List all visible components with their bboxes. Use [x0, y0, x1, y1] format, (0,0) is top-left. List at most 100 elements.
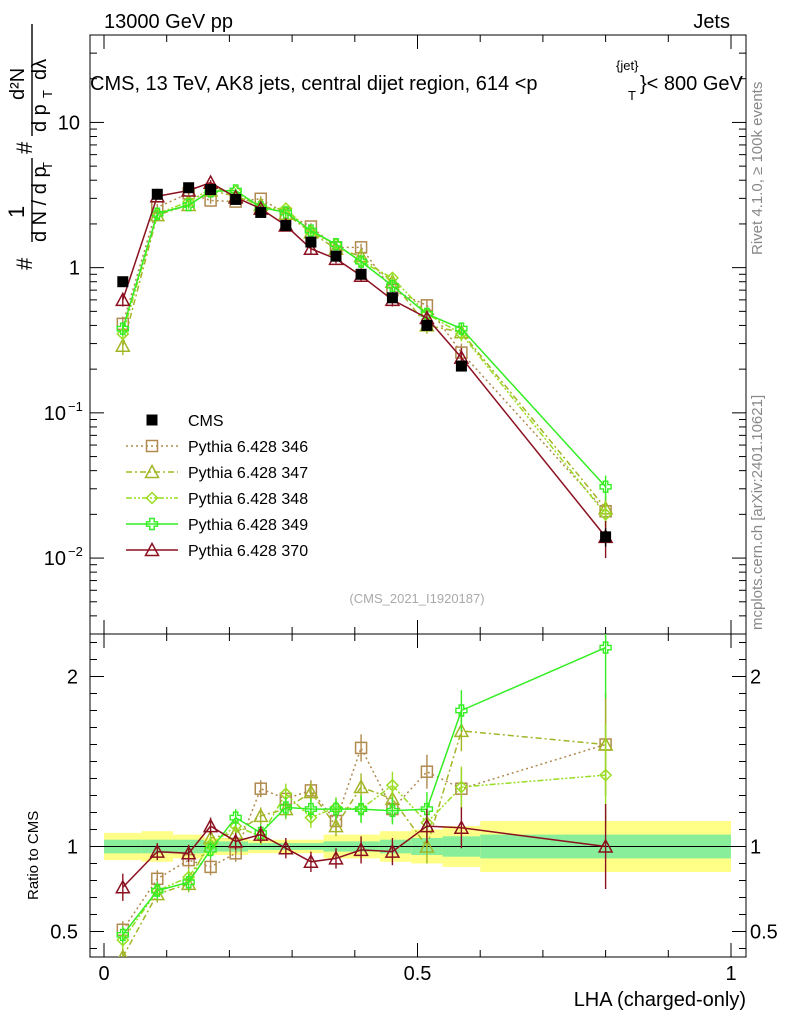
ylabel-bottom: Ratio to CMS — [25, 811, 42, 900]
side-label-rivet: Rivet 4.1.0, ≥ 100k events — [749, 82, 766, 255]
legend-item-p348: Pythia 6.428 348 — [126, 491, 308, 508]
ratio-y-tick-label-right: 0.5 — [750, 922, 778, 944]
header-right: Jets — [693, 11, 730, 33]
ratio-point-p348 — [385, 778, 399, 792]
data-point-cms — [305, 236, 317, 248]
data-point-p349 — [279, 206, 293, 219]
y-tick-label-exp: −1 — [68, 399, 83, 414]
legend-label: Pythia 6.428 346 — [188, 439, 308, 456]
data-point-cms — [455, 360, 467, 372]
legend-marker-p347 — [144, 463, 160, 479]
legend-marker-p346 — [145, 439, 159, 453]
ratio-point-p370 — [227, 833, 244, 848]
ratio-line-p348 — [122, 774, 606, 941]
ratio-point-p370 — [278, 840, 294, 855]
data-point-p349 — [304, 224, 318, 237]
legend-item-p346: Pythia 6.428 346 — [126, 439, 308, 456]
ratio-y-tick-label-right: 1 — [750, 837, 761, 859]
ratio-y-tick-label: 0.5 — [50, 922, 78, 944]
ratio-point-p349 — [304, 802, 318, 816]
y-tick-label: 10 — [58, 112, 80, 134]
ratio-point-p370 — [115, 879, 131, 894]
legend-label: Pythia 6.428 347 — [188, 465, 308, 482]
ylabel-dN-sub: T — [40, 162, 55, 170]
legend-marker-p349 — [145, 517, 159, 531]
ratio-point-p349 — [182, 876, 195, 889]
data-point-p349 — [599, 480, 612, 493]
ratio-point-p348 — [116, 933, 130, 947]
ratio-point-p347 — [252, 807, 269, 823]
xlabel: LHA (charged-only) — [574, 989, 746, 1011]
legend-item-cms: CMS — [146, 413, 224, 430]
ratio-point-p348 — [304, 811, 318, 825]
x-tick-label: 0.5 — [404, 963, 432, 985]
data-point-p349 — [455, 322, 468, 335]
ratio-point-p348 — [454, 780, 468, 794]
data-point-cms — [421, 319, 433, 331]
ratio-line-p349 — [122, 646, 606, 936]
ratio-point-p348 — [229, 819, 243, 833]
ratio-series-p346 — [116, 693, 612, 939]
ratio-y-tick-label: 1 — [67, 837, 78, 859]
legend-marker-p370 — [144, 541, 160, 557]
ylabel-top: # 1 d N / d p T # d²N d p T dλ — [4, 24, 55, 270]
ratio-point-p349 — [204, 843, 217, 857]
ratio-point-p349 — [420, 802, 434, 816]
ylabel-one: 1 — [4, 206, 29, 218]
data-point-p349 — [386, 279, 399, 292]
data-point-cms — [280, 220, 292, 232]
y-tick-label: 10 — [44, 403, 66, 425]
ratio-series-p370 — [115, 804, 614, 901]
ratio-point-p370 — [202, 818, 219, 833]
data-point-cms — [355, 268, 367, 280]
ratio-panel: 0.5 0.5 1 1 2 2 0 0.5 1 — [50, 633, 778, 985]
data-point-p349 — [182, 198, 195, 212]
ylabel-dN: d N / d p — [29, 166, 51, 242]
ratio-point-p349 — [599, 641, 612, 654]
ratio-point-p348 — [599, 768, 613, 782]
ratio-point-p347 — [419, 838, 435, 853]
ratio-point-p347 — [118, 948, 128, 957]
data-point-cms — [117, 276, 129, 288]
ratio-y-tick-label: 2 — [67, 667, 78, 689]
ratio-point-p370 — [419, 818, 435, 833]
data-point-cms — [386, 292, 398, 304]
ratio-point-p346 — [420, 765, 434, 778]
ratio-point-p349 — [386, 804, 399, 817]
legend-item-p347: Pythia 6.428 347 — [126, 463, 308, 482]
ylabel-dpt: d p — [29, 104, 51, 132]
ratio-point-p349 — [116, 928, 130, 942]
ratio-point-p349 — [455, 704, 468, 717]
ratio-series-p349 — [116, 634, 612, 944]
legend-label: Pythia 6.428 348 — [188, 491, 308, 508]
ratio-y-tick-label-right: 2 — [750, 667, 761, 689]
ratio-point-p370 — [597, 838, 614, 853]
ratio-point-p370 — [453, 819, 470, 835]
plot-title-main: CMS, 13 TeV, AK8 jets, central dijet reg… — [90, 73, 538, 95]
legend-marker-cms — [146, 414, 158, 426]
header-left: 13000 GeV pp — [104, 11, 233, 33]
legend-marker-p348 — [145, 491, 159, 505]
x-tick-label: 0 — [98, 963, 109, 985]
x-tick-label: 1 — [725, 963, 736, 985]
data-point-p347 — [149, 207, 166, 222]
ylabel-hash1: # — [12, 257, 37, 270]
data-point-p348 — [599, 507, 613, 521]
data-point-p349 — [354, 255, 368, 268]
ratio-point-p370 — [384, 843, 401, 858]
data-point-cms — [230, 193, 242, 205]
ratio-point-p347 — [303, 784, 319, 799]
watermark: (CMS_2021_I1920187) — [349, 591, 484, 606]
series-line-p347 — [122, 189, 607, 509]
legend-item-p370: Pythia 6.428 370 — [126, 541, 308, 560]
ylabel-d2N: d²N — [7, 68, 29, 100]
ratio-series-group — [115, 634, 614, 957]
ratio-point-p346 — [254, 782, 267, 795]
data-point-cms — [330, 250, 342, 262]
data-point-cms — [151, 188, 163, 200]
ratio-point-p370 — [252, 826, 269, 841]
legend-label: CMS — [188, 413, 224, 430]
data-point-p370 — [303, 240, 319, 255]
